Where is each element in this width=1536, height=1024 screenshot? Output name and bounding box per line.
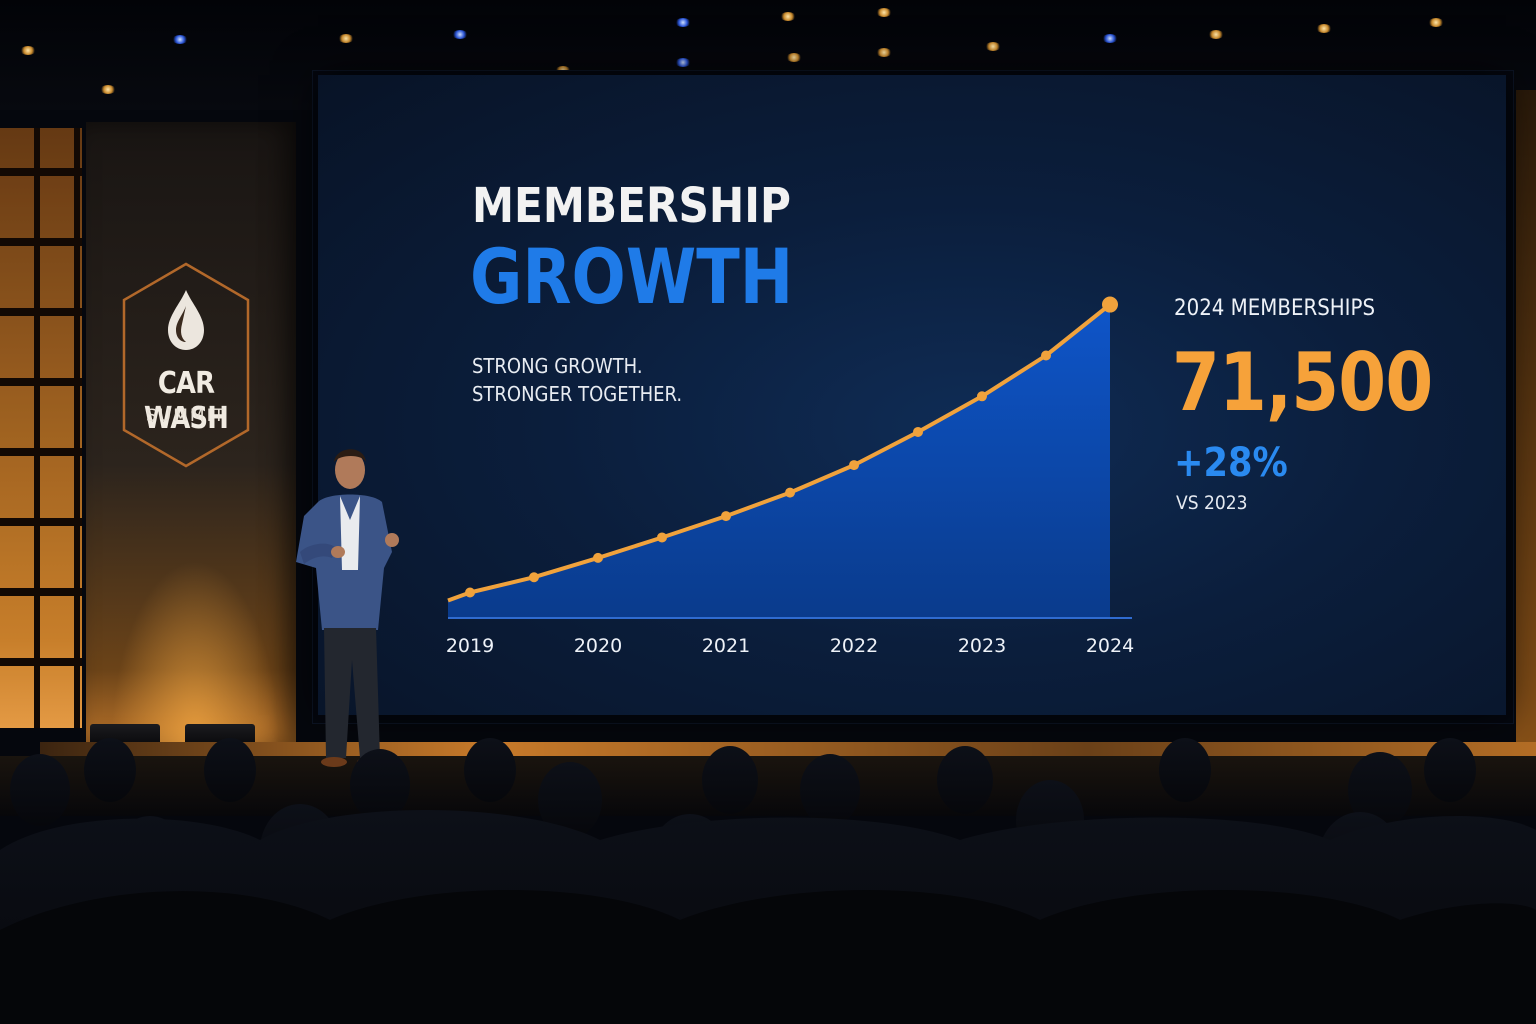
ceiling-light [786, 53, 802, 62]
chart-point [465, 587, 475, 598]
ceiling-light [1208, 30, 1224, 39]
event-logo-subtitle: SUMMIT [146, 406, 226, 426]
stage-front [0, 756, 1536, 816]
ceiling-light [1102, 34, 1118, 43]
pillar-uplight [110, 560, 280, 750]
ceiling-light [876, 8, 892, 17]
chart-point [913, 426, 923, 437]
chart-area [448, 304, 1110, 618]
water-drop-icon [168, 290, 204, 350]
chart-point [593, 552, 603, 563]
x-tick-label: 2020 [574, 635, 622, 657]
ceiling-light [1428, 18, 1444, 27]
stage-side-light [1516, 90, 1536, 770]
kpi-label: 2024 MEMBERSHIPS [1174, 296, 1376, 321]
ceiling-light [452, 30, 468, 39]
slide-title-line2: GROWTH [470, 232, 794, 321]
chart-point [977, 391, 987, 402]
chart-point [657, 532, 667, 543]
ceiling-light [675, 18, 691, 27]
x-tick-label: 2024 [1086, 635, 1134, 657]
presenter [296, 449, 399, 767]
membership-area-chart: 2019 2020 2021 2022 2023 2024 [446, 296, 1134, 657]
chart-point [785, 487, 795, 498]
kpi-value: 71,500 [1172, 336, 1433, 429]
x-tick-label: 2022 [830, 635, 878, 657]
ceiling-light [1316, 24, 1332, 33]
lattice-wall [0, 128, 82, 728]
chart-point [529, 572, 539, 583]
chart-point [1102, 296, 1118, 313]
ceiling-light [20, 46, 36, 55]
ceiling-light [172, 35, 188, 44]
hexagon-logo-icon [122, 262, 250, 468]
audience-silhouettes [0, 738, 1536, 1024]
event-logo-name: CAR WASH [143, 366, 229, 436]
chart-point [849, 460, 859, 471]
slide-tagline-line1: STRONG GROWTH. [472, 354, 643, 378]
ceiling-light [780, 12, 796, 21]
chart-point [721, 511, 731, 522]
ceiling-light [675, 58, 691, 67]
kpi-change: +28% [1174, 440, 1288, 486]
ceiling-light [338, 34, 354, 43]
chart-point [1041, 350, 1051, 361]
x-tick-label: 2021 [702, 635, 750, 657]
x-tick-label: 2019 [446, 635, 494, 657]
slide-title-line1: MEMBERSHIP [472, 178, 791, 234]
stage-edge [40, 742, 1536, 756]
ceiling-light [876, 48, 892, 57]
chart-series-line [447, 302, 1112, 603]
slide-tagline-line2: STRONGER TOGETHER. [472, 382, 683, 406]
ceiling-light [100, 85, 116, 94]
x-tick-label: 2023 [958, 635, 1006, 657]
ceiling-light [985, 42, 1001, 51]
kpi-comparison: VS 2023 [1176, 492, 1248, 514]
